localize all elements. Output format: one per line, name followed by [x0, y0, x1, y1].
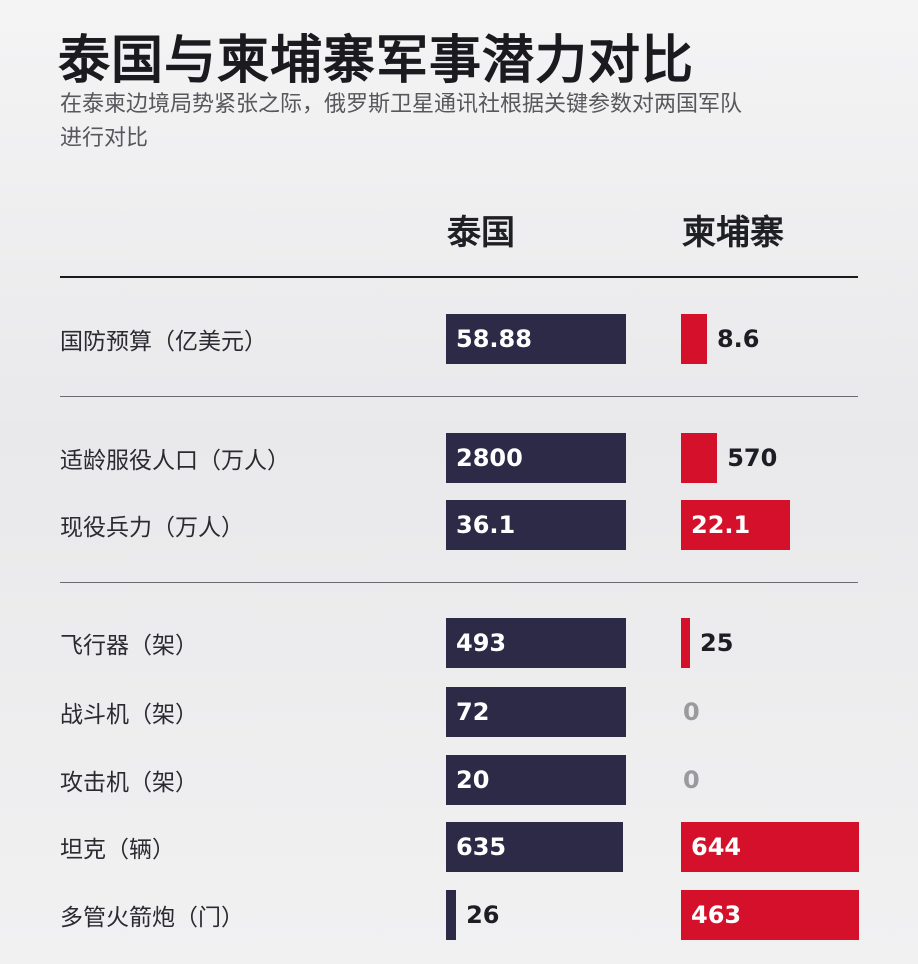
- value-label-thailand: 58.88: [456, 325, 532, 353]
- bar-thailand: [446, 822, 624, 872]
- group-divider: [60, 396, 858, 397]
- row-label: 国防预算（亿美元）: [60, 329, 267, 355]
- value-label-cambodia: 0: [683, 698, 700, 726]
- value-label-cambodia: 8.6: [716, 325, 760, 353]
- row-label: 攻击机（架）: [60, 770, 198, 796]
- row-label: 战斗机（架）: [60, 702, 198, 728]
- group-divider: [60, 582, 858, 583]
- bar-cambodia: [681, 433, 718, 483]
- bar-thailand: [446, 433, 626, 483]
- value-label-thailand: 72: [456, 698, 490, 726]
- value-label-thailand: 2800: [456, 444, 523, 472]
- bar-cambodia: [681, 890, 859, 940]
- bar-thailand: [446, 618, 626, 668]
- bar-thailand: [446, 314, 626, 364]
- bar-cambodia: [681, 618, 691, 668]
- row-label: 现役兵力（万人）: [60, 515, 244, 541]
- column-header-cambodia: 柬埔寨: [682, 213, 784, 253]
- row-label: 坦克（辆）: [60, 837, 175, 863]
- bar-thailand: [446, 890, 457, 940]
- bar-cambodia: [681, 314, 707, 364]
- value-label-cambodia: 644: [691, 833, 742, 861]
- row-label: 飞行器（架）: [60, 633, 198, 659]
- chart-title: 泰国与柬埔寨军事潜力对比: [58, 31, 695, 91]
- chart-subtitle: 在泰柬边境局势紧张之际，俄罗斯卫星通讯社根据关键参数对两国军队进行对比: [60, 92, 743, 151]
- value-label-thailand: 26: [466, 901, 500, 929]
- value-label-thailand: 20: [456, 766, 490, 794]
- bar-thailand: [446, 687, 626, 737]
- value-label-cambodia: 570: [727, 444, 778, 472]
- value-label-thailand: 635: [456, 833, 507, 861]
- value-label-thailand: 493: [456, 629, 507, 657]
- value-label-cambodia: 25: [700, 629, 734, 657]
- bar-cambodia: [681, 822, 859, 872]
- value-label-cambodia: 22.1: [691, 511, 751, 539]
- row-label: 多管火箭炮（门）: [60, 905, 244, 931]
- value-label-thailand: 36.1: [456, 511, 516, 539]
- value-label-cambodia: 0: [683, 766, 700, 794]
- row-label: 适龄服役人口（万人）: [60, 448, 290, 474]
- bar-thailand: [446, 755, 626, 805]
- column-header-thailand: 泰国: [447, 213, 515, 253]
- value-label-cambodia: 463: [691, 901, 742, 929]
- bar-cambodia: [681, 500, 790, 550]
- header-rule: [60, 276, 858, 278]
- bar-thailand: [446, 500, 626, 550]
